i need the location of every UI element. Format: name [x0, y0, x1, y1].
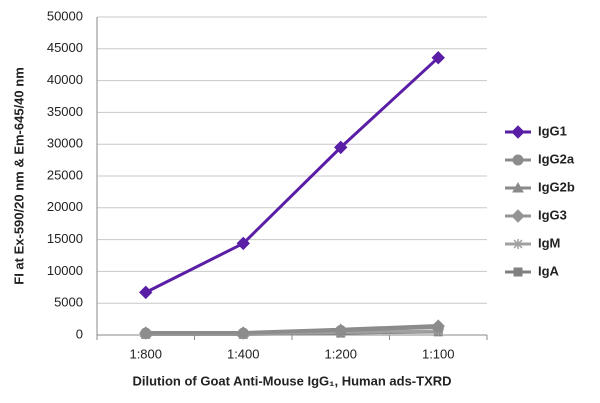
- point: [237, 327, 249, 339]
- point: [432, 321, 444, 333]
- y-tick-label: 15000: [47, 231, 83, 246]
- point: [431, 50, 445, 65]
- legend-label: IgA: [538, 263, 560, 278]
- y-tick-label: 0: [76, 326, 83, 341]
- y-axis-label: FI at Ex-590/20 nm & Em-645/40 nm: [11, 67, 26, 284]
- legend-label: IgG2b: [538, 179, 575, 194]
- legend-marker: [511, 125, 525, 139]
- y-tick-label: 25000: [47, 167, 83, 182]
- legend-label: IgG3: [538, 207, 567, 222]
- point: [335, 325, 347, 337]
- x-tick-label: 1:100: [422, 346, 455, 361]
- legend-marker: [511, 209, 525, 223]
- legend-marker: [513, 239, 523, 249]
- series-line: [145, 325, 439, 335]
- legend-marker: [512, 154, 524, 166]
- y-tick-label: 50000: [47, 8, 83, 23]
- x-tick-label: 1:400: [227, 346, 260, 361]
- series-line: [145, 56, 440, 294]
- y-tick-label: 10000: [47, 263, 83, 278]
- y-tick-label: 30000: [47, 136, 83, 151]
- x-tick-label: 1:800: [129, 346, 162, 361]
- y-tick-label: 5000: [54, 295, 83, 310]
- point: [334, 140, 348, 155]
- y-tick-label: 20000: [47, 199, 83, 214]
- point: [236, 236, 250, 251]
- point: [139, 285, 153, 300]
- point: [140, 327, 152, 339]
- y-tick-label: 35000: [47, 104, 83, 119]
- x-axis-label: Dilution of Goat Anti-Mouse IgG₁, Human …: [132, 373, 451, 388]
- y-tick-label: 40000: [47, 72, 83, 87]
- legend-marker: [512, 181, 524, 193]
- legend-marker: [513, 267, 523, 277]
- legend-label: IgM: [538, 235, 560, 250]
- y-tick-label: 45000: [47, 40, 83, 55]
- x-tick-label: 1:200: [324, 346, 357, 361]
- legend-label: IgG2a: [538, 151, 575, 166]
- legend-label: IgG1: [538, 123, 567, 138]
